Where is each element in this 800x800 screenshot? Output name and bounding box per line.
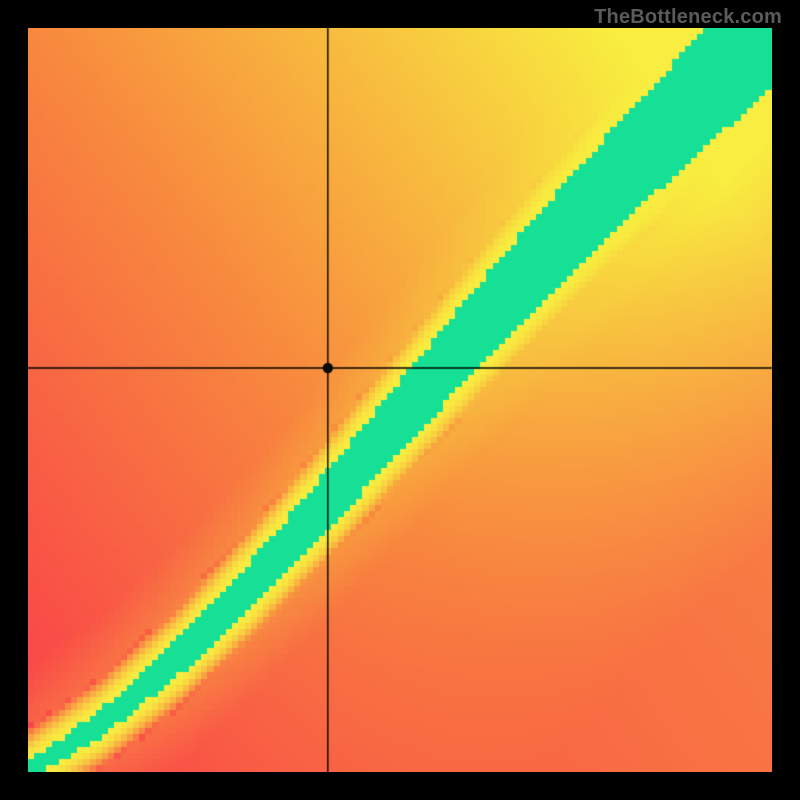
watermark-text: TheBottleneck.com: [594, 6, 782, 29]
chart-frame: TheBottleneck.com: [0, 0, 800, 800]
bottleneck-heatmap: [28, 28, 772, 772]
